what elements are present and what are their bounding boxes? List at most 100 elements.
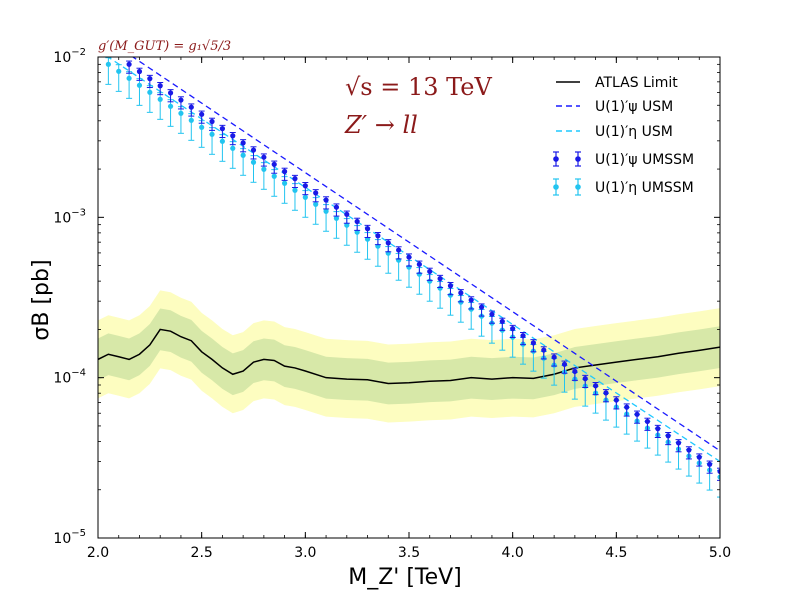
umssm-eta-point (126, 71, 133, 99)
umssm-eta-marker (313, 201, 319, 207)
y-tick-exponent: −3 (71, 207, 86, 218)
umssm-psi-point (188, 103, 195, 117)
umssm-eta-marker (323, 208, 329, 214)
umssm-psi-marker (209, 118, 215, 125)
umssm-psi-point (271, 160, 278, 174)
umssm-psi-point (540, 346, 547, 360)
umssm-eta-marker (157, 96, 163, 102)
umssm-psi-marker (199, 111, 205, 117)
umssm-psi-marker (686, 447, 692, 453)
umssm-psi-point (333, 203, 340, 217)
umssm-psi-point (592, 381, 599, 396)
umssm-psi-point (229, 131, 236, 146)
umssm-eta-point (240, 148, 247, 176)
umssm-psi-marker (593, 383, 599, 389)
umssm-psi-marker (696, 454, 702, 460)
umssm-psi-point (468, 296, 475, 310)
usm-psi-line (131, 57, 720, 452)
umssm-psi-marker (188, 104, 194, 110)
umssm-eta-point (157, 92, 164, 120)
umssm-psi-marker (541, 347, 547, 353)
umssm-psi-point (551, 353, 558, 367)
umssm-psi-marker (489, 311, 495, 317)
umssm-eta-point (177, 106, 184, 134)
process-annotation: Z′ → ll (344, 111, 418, 139)
x-tick-label: 4.5 (605, 545, 627, 561)
x-tick-label: 3.5 (398, 545, 420, 561)
umssm-psi-point (136, 67, 143, 81)
legend-label-usm-eta: U(1)′η USM (595, 124, 673, 140)
umssm-psi-marker (136, 68, 143, 75)
umssm-psi-point (167, 89, 174, 103)
y-tick-label: 10−4 (53, 368, 86, 387)
umssm-psi-point (260, 153, 267, 167)
x-tick-label: 3.0 (294, 545, 316, 561)
umssm-psi-marker (261, 154, 267, 160)
umssm-psi-marker (167, 90, 174, 96)
umssm-eta-point (271, 169, 278, 197)
y-axis-label: σB [pb] (29, 259, 54, 340)
umssm-psi-point (530, 339, 537, 353)
umssm-psi-point (602, 389, 609, 403)
umssm-eta-point (146, 85, 153, 113)
umssm-eta-marker (354, 229, 360, 235)
legend-label-umssm-eta: U(1)′η UMSSM (595, 180, 694, 196)
umssm-eta-marker (333, 215, 340, 221)
umssm-eta-marker (250, 159, 257, 165)
umssm-psi-point (302, 181, 309, 196)
umssm-psi-marker (240, 140, 246, 146)
y-tick-label: 10−3 (53, 207, 86, 226)
umssm-psi-point (706, 460, 713, 474)
umssm-psi-marker (406, 254, 412, 260)
umssm-psi-marker (178, 97, 184, 103)
umssm-psi-marker (157, 83, 163, 89)
umssm-psi-point (499, 317, 506, 331)
umssm-psi-marker (313, 190, 319, 196)
umssm-psi-marker (147, 76, 153, 82)
umssm-eta-marker (136, 82, 143, 88)
umssm-psi-marker (675, 440, 682, 446)
umssm-eta-marker (188, 117, 194, 123)
legend-label-atlas: ATLAS Limit (595, 75, 678, 91)
umssm-psi-marker (572, 368, 578, 375)
umssm-psi-marker (396, 247, 402, 253)
umssm-psi-marker (282, 168, 288, 175)
umssm-psi-marker (250, 147, 257, 153)
umssm-psi-point (634, 410, 641, 424)
legend: ATLAS Limit U(1)′ψ USM U(1)′η USM U(1)′ψ… (553, 75, 694, 196)
umssm-psi-marker (271, 161, 277, 167)
umssm-eta-marker (178, 110, 184, 116)
umssm-eta-marker (261, 166, 267, 172)
umssm-psi-marker (437, 276, 443, 282)
umssm-psi-point (426, 267, 433, 281)
legend-swatch-umssm-eta (553, 178, 581, 196)
umssm-psi-marker (333, 204, 340, 210)
umssm-eta-marker (126, 75, 132, 81)
umssm-eta-marker (271, 173, 277, 179)
umssm-psi-marker (644, 418, 651, 425)
umssm-psi-point (717, 467, 720, 481)
umssm-psi-marker (219, 126, 225, 132)
energy-annotation: √s = 13 TeV (345, 73, 492, 101)
umssm-psi-point (437, 274, 444, 289)
umssm-psi-point (478, 303, 485, 317)
umssm-eta-marker (344, 222, 350, 228)
umssm-psi-marker (707, 461, 713, 467)
umssm-psi-point (520, 331, 527, 346)
umssm-psi-point (457, 289, 464, 303)
umssm-eta-point (229, 141, 236, 169)
umssm-psi-point (126, 60, 133, 74)
umssm-eta-marker (167, 103, 174, 109)
x-tick-label: 2.0 (87, 545, 109, 561)
umssm-psi-point (406, 253, 412, 267)
umssm-psi-marker (385, 240, 391, 246)
umssm-psi-point (665, 431, 672, 446)
umssm-psi-point (250, 146, 257, 160)
umssm-eta-point (167, 99, 174, 127)
umssm-psi-point (675, 439, 682, 453)
umssm-eta-marker (447, 292, 454, 298)
umssm-psi-point (571, 367, 578, 381)
umssm-eta-marker (219, 138, 225, 144)
umssm-eta-point (136, 78, 143, 106)
umssm-eta-marker (116, 68, 122, 74)
